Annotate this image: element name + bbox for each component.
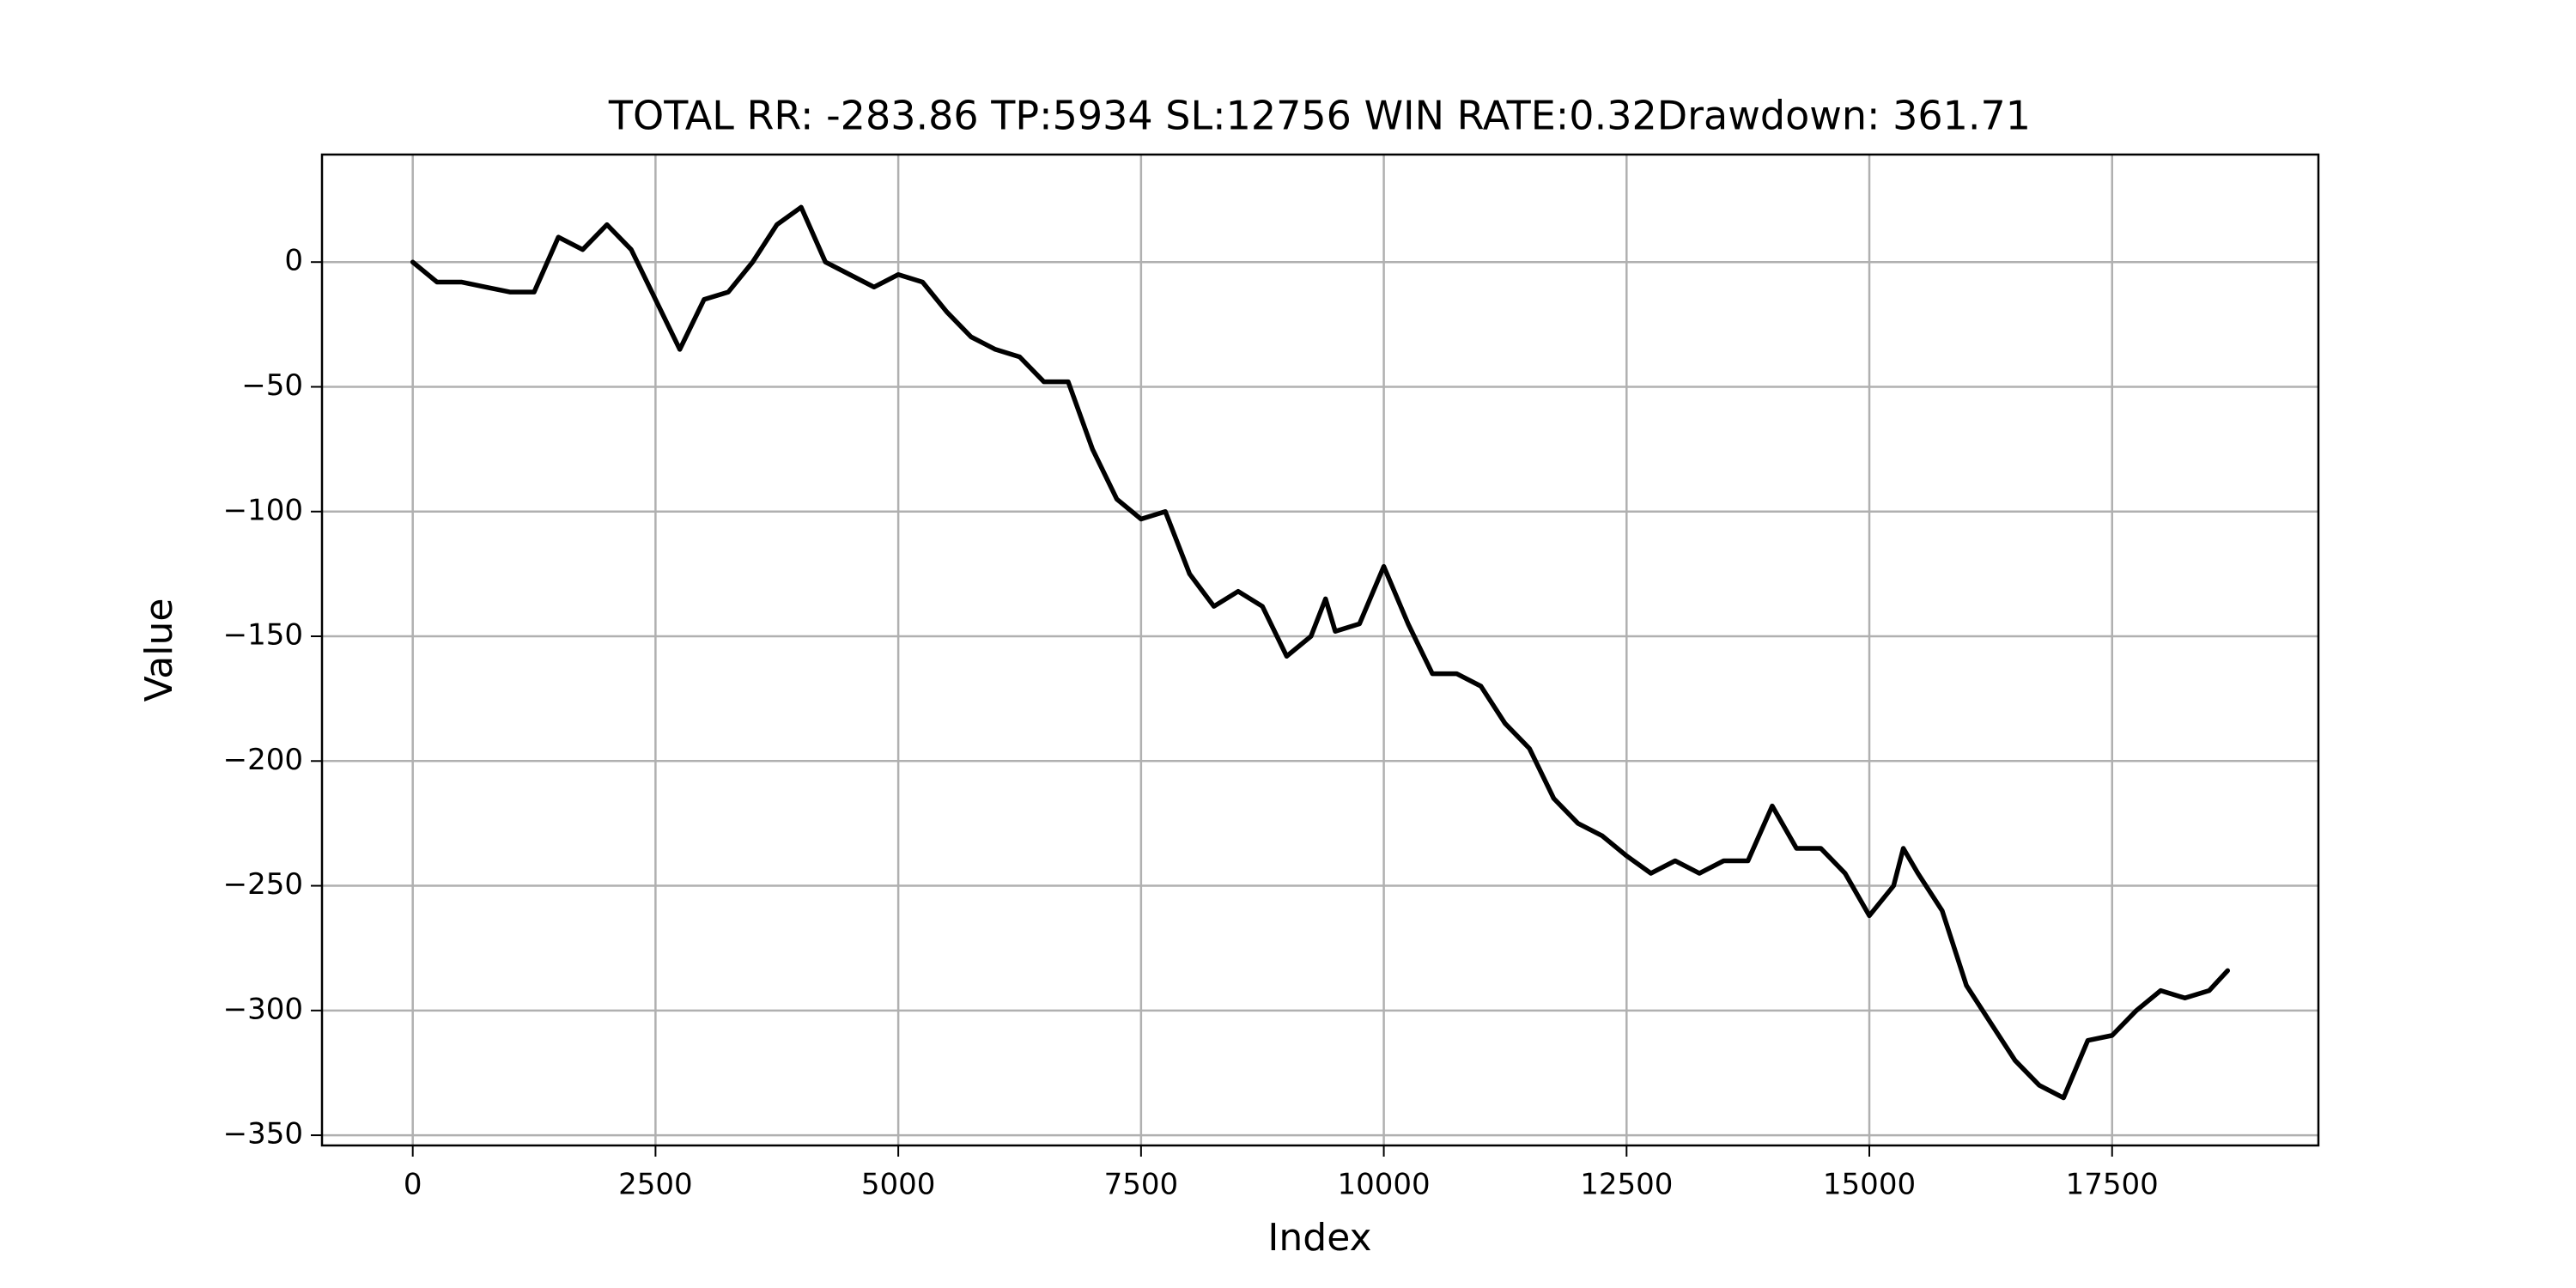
x-tick-label: 0 [404, 1168, 422, 1202]
y-axis-label: Value [137, 598, 181, 702]
x-tick-label: 10000 [1337, 1168, 1430, 1202]
y-tick-label: −250 [223, 867, 303, 902]
data-line [410, 204, 2231, 1101]
y-tick-label: −200 [223, 743, 303, 777]
y-tick-label: −50 [241, 368, 303, 403]
x-tick-label: 15000 [1823, 1168, 1916, 1202]
y-tick-label: −350 [223, 1117, 303, 1151]
x-tick-label: 2500 [618, 1168, 693, 1202]
y-tick-label: −150 [223, 618, 303, 653]
y-tick-label: −300 [223, 992, 303, 1026]
x-tick-label: 5000 [861, 1168, 936, 1202]
y-tick-label: −100 [223, 493, 303, 527]
x-tick-label: 7500 [1104, 1168, 1179, 1202]
chart-title: TOTAL RR: -283.86 TP:5934 SL:12756 WIN R… [608, 93, 2031, 139]
x-tick-label: 17500 [2066, 1168, 2159, 1202]
plot-frame [320, 153, 2320, 1147]
x-tick-label: 12500 [1580, 1168, 1673, 1202]
x-axis-label: Index [1267, 1216, 1371, 1260]
y-tick-label: 0 [284, 244, 303, 278]
